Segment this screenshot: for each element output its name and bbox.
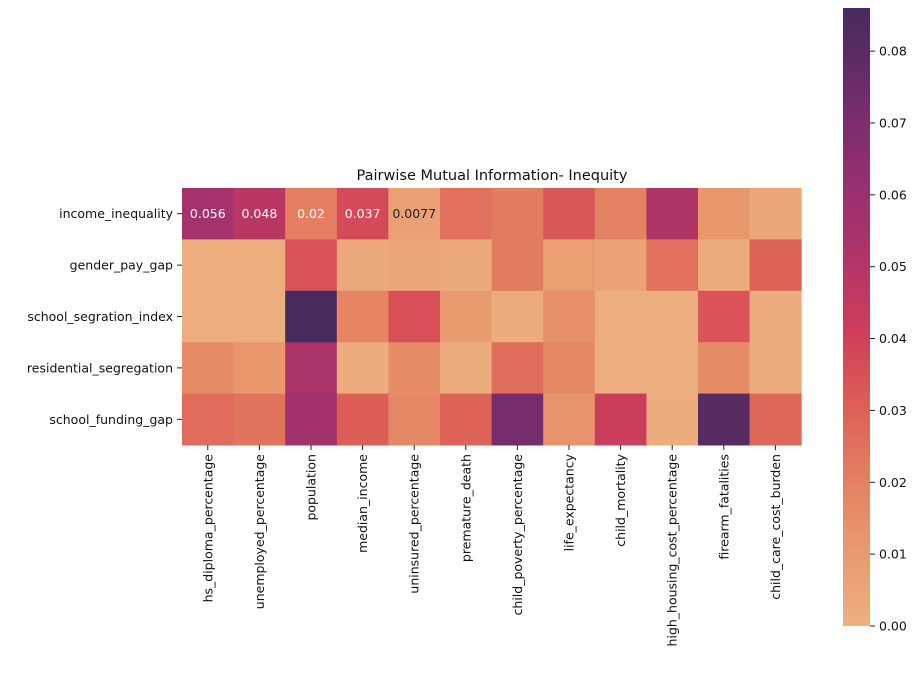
column-label: firearm_fatalities: [716, 454, 731, 560]
row-label: residential_segregation: [27, 360, 173, 375]
heatmap-cell: [233, 239, 286, 292]
heatmap-cell: [594, 188, 647, 240]
heatmap-cell: [749, 342, 802, 395]
colorbar: [843, 8, 870, 626]
heatmap-cell: [594, 290, 647, 343]
column-label: child_mortality: [613, 453, 628, 546]
heatmap-cell: [543, 342, 596, 395]
heatmap-cell: [698, 342, 751, 395]
row-label: income_inequality: [59, 206, 173, 221]
heatmap-cell: [182, 342, 235, 395]
heatmap-cell: [285, 290, 338, 343]
heatmap-cell: [388, 393, 441, 446]
chart-title: Pairwise Mutual Information- Inequity: [357, 168, 628, 184]
heatmap-cell: [698, 239, 751, 292]
heatmap-cell: [749, 188, 802, 240]
heatmap-cells: [182, 188, 802, 446]
heatmap-cell: [749, 239, 802, 292]
cell-annotation: 0.048: [242, 206, 278, 221]
column-label: hs_diploma_percentage: [200, 454, 215, 603]
heatmap-cell: [646, 290, 699, 343]
colorbar-ticks: 0.00 0.01 0.02 0.03 0.04 0.05 0.06 0.07 0.08: [870, 44, 907, 634]
heatmap-cell: [336, 342, 389, 395]
colorbar-tick-label: 0.06: [879, 187, 907, 202]
heatmap-cell: [388, 342, 441, 395]
column-label: population: [304, 454, 319, 521]
heatmap-cell: [233, 188, 286, 240]
heatmap-cell: [594, 393, 647, 446]
heatmap-cell: [646, 342, 699, 395]
column-label: median_income: [355, 454, 370, 553]
column-label: premature_death: [458, 454, 473, 562]
heatmap-cell: [233, 290, 286, 343]
heatmap-cell: [388, 188, 441, 240]
column-label: unemployed_percentage: [252, 454, 267, 610]
column-label: life_expectancy: [562, 453, 577, 551]
heatmap-cell: [182, 393, 235, 446]
heatmap-cell: [698, 290, 751, 343]
heatmap-cell: [285, 239, 338, 292]
heatmap-cell: [336, 188, 389, 240]
colorbar-tick-label: 0.04: [879, 331, 907, 346]
heatmap-cell: [749, 290, 802, 343]
column-label: child_poverty_percentage: [510, 454, 525, 616]
heatmap-cell: [543, 290, 596, 343]
colorbar-tick-label: 0.07: [879, 115, 907, 130]
heatmap-cell: [749, 393, 802, 446]
heatmap-cell: [491, 393, 544, 446]
heatmap-cell: [543, 239, 596, 292]
heatmap-cell: [440, 188, 493, 240]
row-label: gender_pay_gap: [70, 258, 173, 273]
heatmap-cell: [182, 239, 235, 292]
heatmap-cell: [388, 290, 441, 343]
cell-annotations: 0.056 0.048 0.02 0.037 0.0077: [190, 206, 436, 221]
colorbar-tick-label: 0.02: [879, 475, 907, 490]
heatmap-cell: [491, 188, 544, 240]
cell-annotation: 0.037: [345, 206, 381, 221]
row-labels: income_inequality gender_pay_gap school_se…: [27, 206, 182, 427]
colorbar-tick-label: 0.00: [879, 619, 907, 634]
row-label: school_funding_gap: [49, 412, 173, 427]
colorbar-tick-label: 0.03: [879, 403, 907, 418]
heatmap-cell: [336, 239, 389, 292]
heatmap-cell: [698, 393, 751, 446]
column-label: high_housing_cost_percentage: [665, 454, 680, 647]
column-label: child_care_cost_burden: [768, 454, 783, 600]
heatmap-cell: [440, 239, 493, 292]
heatmap-cell: [594, 342, 647, 395]
heatmap-cell: [182, 290, 235, 343]
heatmap-cell: [594, 239, 647, 292]
heatmap-cell: [440, 393, 493, 446]
heatmap-cell: [491, 342, 544, 395]
heatmap-cell: [543, 188, 596, 240]
row-label: school_segration_index: [27, 309, 173, 324]
heatmap-cell: [646, 393, 699, 446]
heatmap-cell: [646, 239, 699, 292]
heatmap-cell: [491, 239, 544, 292]
heatmap-cell: [388, 239, 441, 292]
colorbar-tick-label: 0.01: [879, 547, 907, 562]
column-label: uninsured_percentage: [407, 454, 422, 594]
heatmap-cell: [491, 290, 544, 343]
column-labels: hs_diploma_percentage unemployed_percenta…: [200, 445, 783, 646]
heatmap-cell: [543, 393, 596, 446]
heatmap-cell: [440, 342, 493, 395]
colorbar-tick-label: 0.05: [879, 259, 907, 274]
heatmap-cell: [698, 188, 751, 240]
cell-annotation: 0.056: [190, 206, 226, 221]
cell-annotation: 0.02: [297, 206, 325, 221]
heatmap-cell: [285, 342, 338, 395]
heatmap-cell: [440, 290, 493, 343]
colorbar-tick-label: 0.08: [879, 44, 907, 59]
heatmap-cell: [285, 188, 338, 240]
heatmap-cell: [233, 393, 286, 446]
heatmap-cell: [233, 342, 286, 395]
heatmap-cell: [285, 393, 338, 446]
heatmap-cell: [336, 393, 389, 446]
heatmap-cell: [336, 290, 389, 343]
cell-annotation: 0.0077: [392, 206, 436, 221]
heatmap-cell: [182, 188, 235, 240]
heatmap-cell: [646, 188, 699, 240]
